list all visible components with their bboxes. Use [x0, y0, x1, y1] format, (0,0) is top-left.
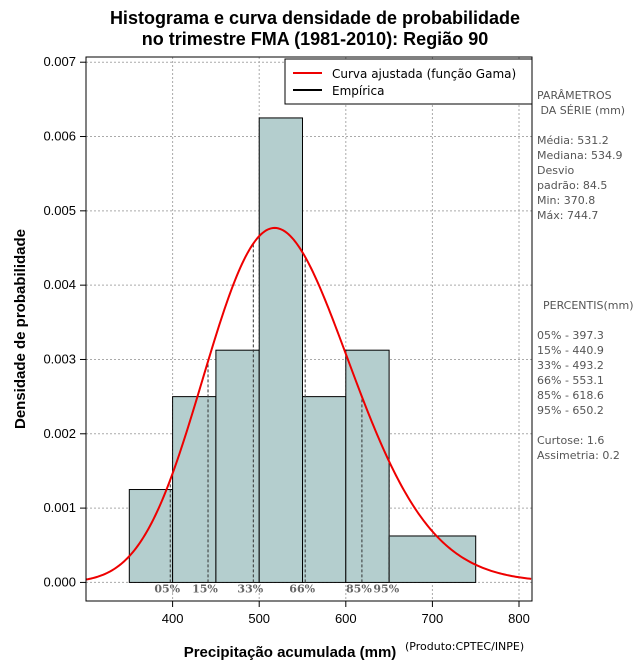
- y-tick-label-0.005: 0.005: [43, 203, 76, 218]
- y-tick-label-0.000: 0.000: [43, 574, 76, 589]
- y-tick-label-0.001: 0.001: [43, 500, 76, 515]
- x-tick-label-700: 700: [422, 611, 444, 626]
- legend-label-1: Curva ajustada (função Gama): [332, 67, 516, 81]
- y-tick-label-0.003: 0.003: [43, 351, 76, 366]
- stat-kurtosis: Curtose: 1.6: [537, 434, 605, 447]
- percentile-label-6: 95%: [373, 582, 399, 595]
- params-title-line-2: DA SÉRIE (mm): [537, 104, 626, 117]
- params-title-line-1: PARÂMETROS: [537, 89, 612, 102]
- percentile-label-4: 66%: [289, 582, 315, 595]
- product-note: (Produto:CPTEC/INPE): [405, 640, 525, 653]
- percentile-label-2: 15%: [192, 582, 218, 595]
- param-min: Min: 370.8: [537, 194, 596, 207]
- percentile-label-3: 33%: [237, 582, 263, 595]
- y-tick-label-0.002: 0.002: [43, 426, 76, 441]
- percentil-33: 33% - 493.2: [537, 359, 604, 372]
- param-stddev: padrão: 84.5: [537, 179, 608, 192]
- percentil-85: 85% - 618.6: [537, 389, 604, 402]
- x-tick-label-500: 500: [248, 611, 270, 626]
- x-tick-label-600: 600: [335, 611, 357, 626]
- chart-title-line-2: no trimestre FMA (1981-2010): Região 90: [141, 29, 489, 49]
- histogram-bar-1: [128, 489, 174, 583]
- x-tick-label-800: 800: [508, 611, 530, 626]
- chart-title-line-1: Histograma e curva densidade de probabil…: [109, 8, 521, 28]
- param-median: Mediana: 534.9: [537, 149, 623, 162]
- side-panel: PARÂMETROS DA SÉRIE (mm) Média: 531.2 Me…: [537, 88, 640, 463]
- histogram-bar-6: [345, 349, 390, 583]
- param-max: Máx: 744.7: [537, 209, 599, 222]
- legend-box: [284, 58, 533, 105]
- percentil-15: 15% - 440.9: [537, 344, 604, 357]
- legend-label-2: Empírica: [332, 84, 384, 98]
- percentil-66: 66% - 553.1: [537, 374, 604, 387]
- histogram-bar-3: [215, 349, 260, 583]
- stat-skewness: Assimetria: 0.2: [537, 449, 620, 462]
- percentile-label-5: 85%: [346, 582, 372, 595]
- histogram-bar-4: [258, 117, 304, 583]
- percentis-title: PERCENTIS(mm): [543, 299, 634, 312]
- percentil-05: 05% - 397.3: [537, 329, 604, 342]
- param-mean: Média: 531.2: [537, 134, 609, 147]
- histogram-bar-2: [172, 396, 217, 583]
- y-tick-label-0.006: 0.006: [43, 129, 76, 144]
- percentile-label-1: 05%: [154, 582, 180, 595]
- histogram-bar-5: [302, 396, 347, 583]
- param-stddev-label: Desvio: [537, 164, 575, 177]
- y-axis-label: Densidade de probabilidade: [12, 229, 29, 429]
- y-tick-label-0.004: 0.004: [43, 277, 76, 292]
- x-axis-label: Precipitação acumulada (mm): [184, 644, 397, 660]
- chart-title: Histograma e curva densidade de probabil…: [60, 8, 570, 50]
- x-tick-label-400: 400: [162, 611, 184, 626]
- histogram-bar-7: [388, 535, 477, 583]
- y-tick-label-0.007: 0.007: [43, 54, 76, 69]
- gamma-fit-curve: [86, 226, 532, 581]
- percentil-95: 95% - 650.2: [537, 404, 604, 417]
- plot-frame: [85, 56, 533, 602]
